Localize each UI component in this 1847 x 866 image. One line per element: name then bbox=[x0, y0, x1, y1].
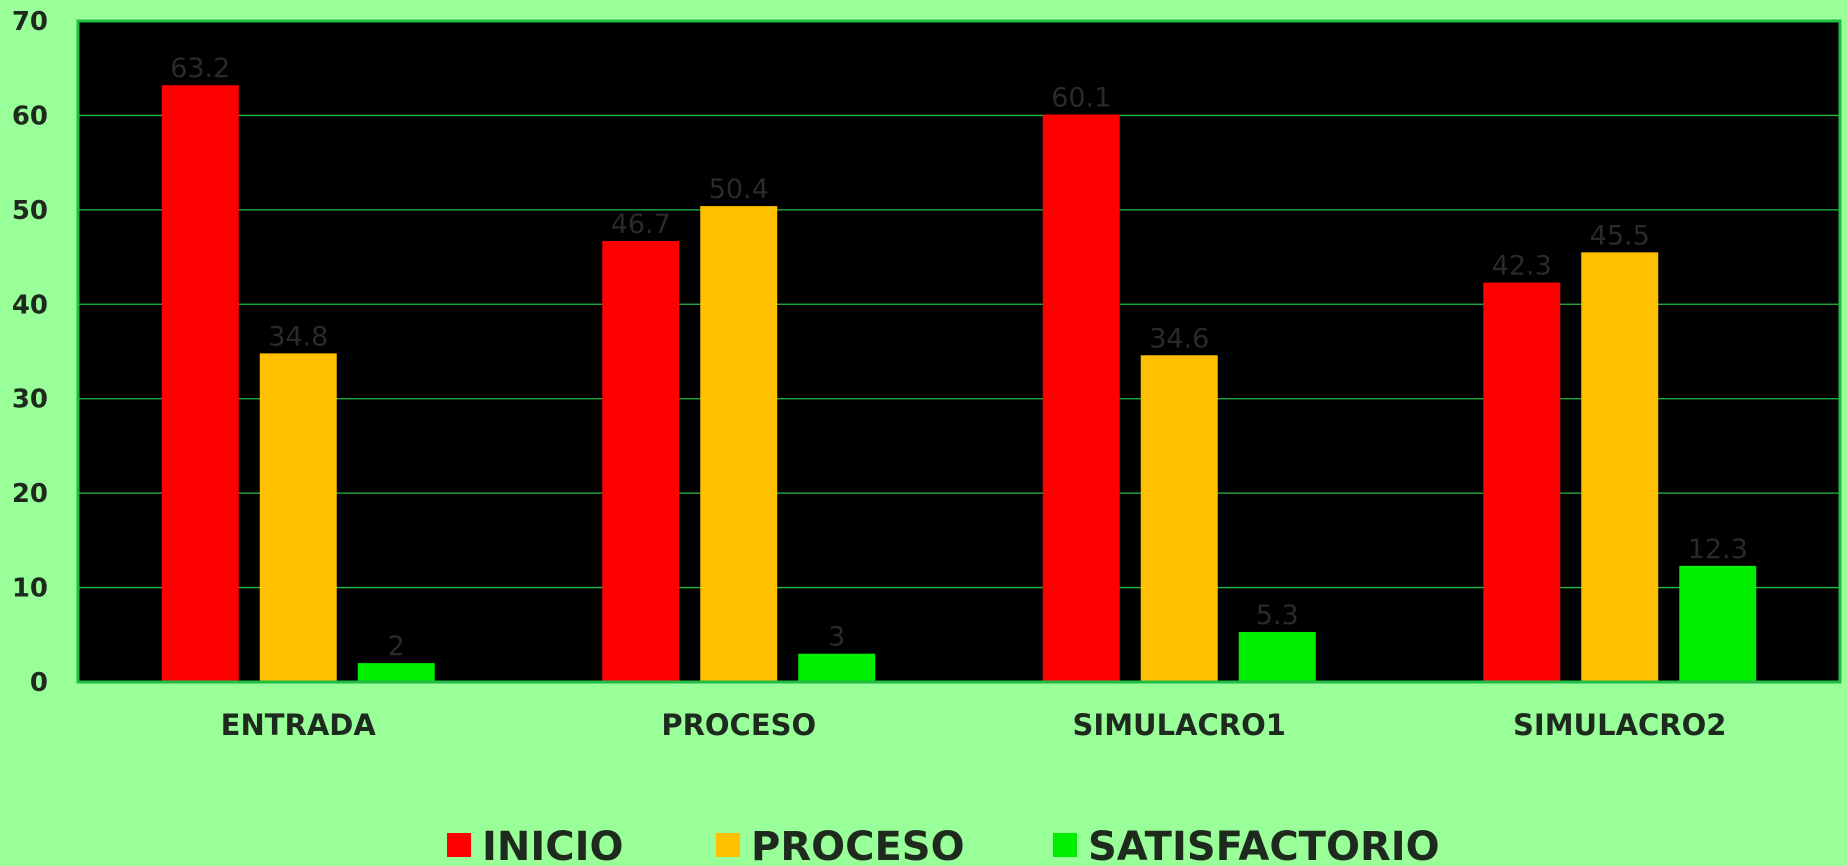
legend-swatch-inicio bbox=[447, 833, 471, 857]
data-label: 45.5 bbox=[1590, 220, 1650, 251]
data-labels: 63.2 34.8 2 46.7 50.4 3 60.1 34.6 5.3 42.3 45.5 12.… bbox=[170, 53, 1748, 662]
data-label: 12.3 bbox=[1688, 534, 1748, 565]
legend-label-proceso: PROCESO bbox=[751, 824, 965, 866]
y-tick-label: 10 bbox=[12, 574, 48, 604]
y-tick-label: 30 bbox=[12, 385, 48, 415]
x-tick-label: PROCESO bbox=[661, 708, 816, 742]
bar-satisfactorio-simulacro1 bbox=[1238, 631, 1316, 682]
bar-proceso-simulacro1 bbox=[1140, 355, 1218, 682]
bar-proceso-entrada bbox=[259, 353, 337, 682]
legend: INICIO PROCESO SATISFACTORIO bbox=[447, 824, 1440, 866]
bar-proceso-simulacro2 bbox=[1581, 252, 1659, 682]
data-label: 3 bbox=[828, 622, 845, 653]
x-tick-label: SIMULACRO1 bbox=[1073, 708, 1286, 742]
plot-border bbox=[76, 19, 1842, 684]
data-label: 2 bbox=[388, 631, 405, 662]
bar-inicio-entrada bbox=[161, 85, 239, 682]
data-label: 50.4 bbox=[709, 174, 769, 205]
x-tick-label: ENTRADA bbox=[221, 708, 377, 742]
legend-label-inicio: INICIO bbox=[482, 824, 623, 866]
bar-inicio-simulacro2 bbox=[1483, 282, 1561, 682]
legend-swatch-proceso bbox=[716, 833, 740, 857]
data-label: 34.6 bbox=[1149, 323, 1209, 354]
y-tick-label: 70 bbox=[12, 7, 48, 37]
bar-satisfactorio-simulacro2 bbox=[1679, 565, 1757, 682]
data-label: 5.3 bbox=[1256, 600, 1299, 631]
data-label: 34.8 bbox=[268, 321, 328, 352]
data-label: 60.1 bbox=[1051, 82, 1111, 113]
x-axis: ENTRADA PROCESO SIMULACRO1 SIMULACRO2 bbox=[221, 708, 1727, 742]
data-label: 46.7 bbox=[611, 209, 671, 240]
y-tick-label: 0 bbox=[30, 668, 48, 698]
data-label: 42.3 bbox=[1492, 251, 1552, 282]
y-axis: 0 10 20 30 40 50 60 70 bbox=[12, 7, 48, 698]
y-tick-label: 40 bbox=[12, 290, 48, 320]
plot-area bbox=[78, 21, 1840, 682]
legend-label-satisfactorio: SATISFACTORIO bbox=[1088, 824, 1440, 866]
bar-inicio-proceso bbox=[602, 241, 680, 683]
legend-swatch-satisfactorio bbox=[1053, 833, 1077, 857]
bar-satisfactorio-entrada bbox=[357, 663, 435, 682]
y-tick-label: 20 bbox=[12, 479, 48, 509]
y-tick-label: 60 bbox=[12, 101, 48, 131]
data-label: 63.2 bbox=[170, 53, 230, 84]
x-tick-label: SIMULACRO2 bbox=[1513, 708, 1726, 742]
y-tick-label: 50 bbox=[12, 196, 48, 226]
bar-inicio-simulacro1 bbox=[1042, 114, 1120, 683]
bar-satisfactorio-proceso bbox=[798, 653, 876, 682]
bar-proceso-proceso bbox=[700, 206, 778, 682]
bars bbox=[161, 85, 1757, 683]
